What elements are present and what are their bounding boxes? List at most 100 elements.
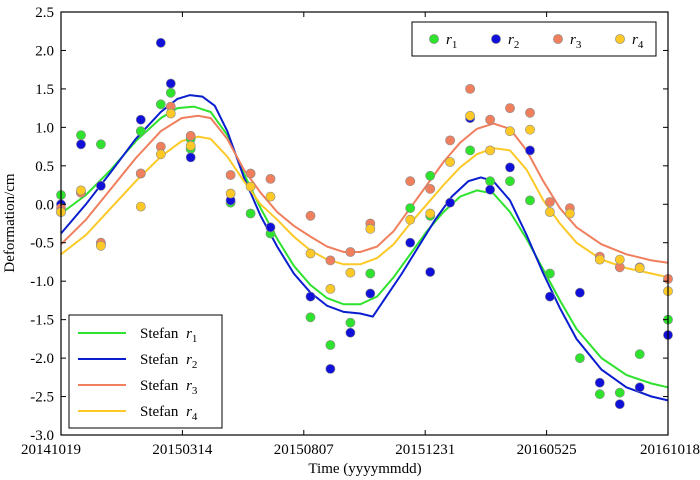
legend-marker-r1 xyxy=(429,34,439,44)
y-tick-label: -2.5 xyxy=(30,390,54,406)
y-tick-label: 1.5 xyxy=(35,82,54,98)
legend-label-stefan-r4: Stefan r4 xyxy=(140,404,198,423)
point-r1 xyxy=(425,170,436,181)
curve-stefan-r2 xyxy=(60,94,669,402)
point-r2 xyxy=(165,78,176,89)
point-r1 xyxy=(594,389,605,400)
point-r4 xyxy=(565,208,575,219)
point-r1 xyxy=(96,139,106,150)
point-r2 xyxy=(345,327,356,338)
point-r1 xyxy=(76,130,86,140)
point-r3 xyxy=(185,130,196,141)
point-r4 xyxy=(445,157,455,167)
point-r4 xyxy=(135,201,146,212)
point-r4 xyxy=(245,181,256,192)
point-r4 xyxy=(165,108,176,119)
x-tick-label: 20150314 xyxy=(152,442,213,458)
point-r4 xyxy=(96,240,106,251)
y-tick-label: 2.5 xyxy=(35,5,54,21)
y-tick-label: -2.0 xyxy=(30,351,54,367)
legend-marker-r2 xyxy=(491,34,501,44)
point-r2 xyxy=(525,145,535,156)
curve-stefan-r3 xyxy=(60,114,669,264)
point-r4 xyxy=(345,267,356,278)
point-r4 xyxy=(634,263,645,273)
point-r4 xyxy=(425,208,436,219)
point-r1 xyxy=(465,145,475,156)
point-r4 xyxy=(76,185,86,196)
x-tick-label: 20150807 xyxy=(274,442,335,458)
point-r1 xyxy=(305,312,316,323)
legend-marker-r4 xyxy=(615,34,625,44)
legend-label-stefan-r2: Stefan r2 xyxy=(140,352,197,371)
point-r3 xyxy=(135,168,146,179)
legend-label-r3: r3 xyxy=(570,32,582,51)
y-tick-label: -1.0 xyxy=(30,274,54,290)
point-r4 xyxy=(405,214,416,225)
y-tick-label: -0.5 xyxy=(30,236,54,252)
point-r3 xyxy=(465,84,475,94)
point-r2 xyxy=(185,152,196,163)
legend-label-stefan-r1: Stefan r1 xyxy=(140,326,197,345)
y-tick-label: 0.5 xyxy=(35,159,54,175)
point-r4 xyxy=(265,191,276,202)
point-r2 xyxy=(505,162,515,173)
legend-label-r2: r2 xyxy=(508,32,519,51)
point-r1 xyxy=(545,268,555,279)
point-r1 xyxy=(575,353,585,363)
point-r4 xyxy=(185,140,196,151)
point-r2 xyxy=(614,399,625,410)
y-tick-label: -3.0 xyxy=(30,428,54,444)
point-r3 xyxy=(305,210,316,221)
point-r4 xyxy=(594,254,605,265)
point-r1 xyxy=(325,340,336,350)
y-tick-label: 0.0 xyxy=(35,197,54,213)
point-r2 xyxy=(305,291,316,302)
point-r1 xyxy=(505,176,515,187)
point-r2 xyxy=(325,363,336,374)
legend-lines: Stefan r1 Stefan r2 Stefan r3 Stefan r4 xyxy=(68,314,223,429)
point-r3 xyxy=(325,255,336,266)
point-r2 xyxy=(155,37,166,48)
observation-points xyxy=(56,37,673,410)
point-r3 xyxy=(265,173,276,184)
point-r2 xyxy=(365,288,376,299)
curve-stefan-r1 xyxy=(60,105,669,389)
point-r3 xyxy=(225,170,236,180)
point-r2 xyxy=(96,180,106,191)
y-tick-label: -1.5 xyxy=(30,313,54,329)
legend-marker-r3 xyxy=(553,34,563,44)
point-r1 xyxy=(245,208,256,219)
point-r4 xyxy=(155,149,166,160)
point-r3 xyxy=(525,107,535,118)
point-r3 xyxy=(345,247,356,257)
point-r1 xyxy=(135,126,146,137)
point-r4 xyxy=(325,283,336,294)
point-r1 xyxy=(165,87,176,98)
x-tick-label: 20160525 xyxy=(517,442,577,458)
legend-scatter: r1 r2 r3 r4 xyxy=(411,21,657,57)
point-r1 xyxy=(525,195,535,206)
point-r2 xyxy=(76,139,86,150)
legend-label-r1: r1 xyxy=(446,32,457,51)
point-r2 xyxy=(135,114,146,125)
point-r3 xyxy=(545,197,555,207)
point-r4 xyxy=(545,207,555,217)
plot-frame xyxy=(60,11,669,436)
point-r4 xyxy=(465,110,475,121)
point-r4 xyxy=(365,223,376,234)
point-r4 xyxy=(505,126,515,137)
point-r2 xyxy=(485,184,495,195)
point-r2 xyxy=(634,382,645,393)
point-r3 xyxy=(245,168,256,179)
y-tick-label: 2.0 xyxy=(35,43,54,59)
point-r1 xyxy=(634,349,645,360)
point-r1 xyxy=(614,387,625,398)
y-tick-label: 1.0 xyxy=(35,120,54,136)
point-r4 xyxy=(305,248,316,259)
x-tick-label: 20161018 xyxy=(640,442,700,458)
legend-label-stefan-r3: Stefan r3 xyxy=(140,378,198,397)
point-r1 xyxy=(155,99,166,110)
point-r2 xyxy=(545,291,555,302)
point-r1 xyxy=(485,176,495,187)
